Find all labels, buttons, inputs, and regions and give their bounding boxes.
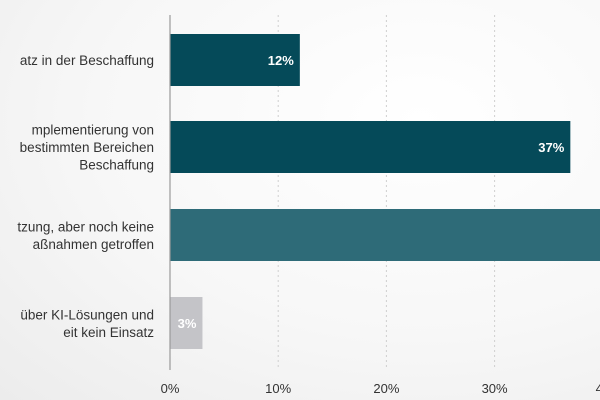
category-label-1-1: bestimmten Bereichen — [20, 140, 154, 155]
bar-2 — [170, 209, 600, 261]
category-label-0-0: atz in der Beschaffung — [20, 53, 154, 68]
category-label-1-0: mplementierung von — [32, 123, 154, 138]
value-label-3: 3% — [178, 316, 197, 331]
category-label-2-1: aßnahmen getroffen — [33, 237, 154, 252]
x-tick-label-3: 30% — [482, 381, 508, 396]
bar-3 — [170, 297, 203, 349]
x-tick-label-1: 10% — [265, 381, 291, 396]
bar-0 — [170, 34, 300, 86]
value-label-0: 12% — [268, 53, 294, 68]
category-label-1-2: Beschaffung — [79, 158, 154, 173]
category-label-3-0: über KI-Lösungen und — [20, 307, 154, 322]
x-tick-label-0: 0% — [161, 381, 180, 396]
value-label-1: 37% — [538, 140, 564, 155]
x-tick-label-2: 20% — [373, 381, 399, 396]
bar-1 — [170, 121, 571, 173]
category-label-3-1: eit kein Einsatz — [63, 325, 154, 340]
x-tick-label-4: 40 — [596, 381, 600, 396]
category-label-2-0: tzung, aber noch keine — [17, 219, 154, 234]
